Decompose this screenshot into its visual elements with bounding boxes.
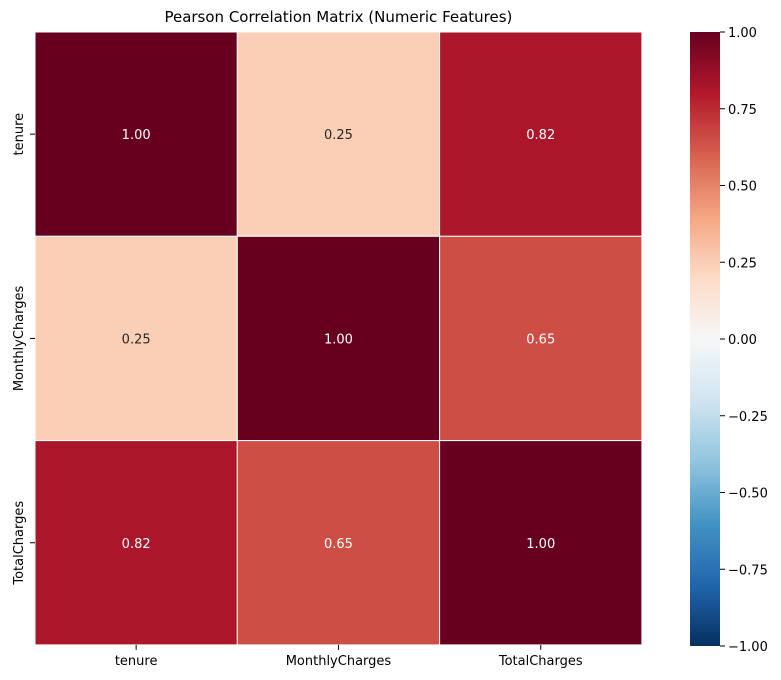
cell-value-label: 1.00 [324, 332, 353, 347]
colorbar-tick-label: −0.75 [728, 563, 768, 578]
cell-value-label: 0.65 [526, 332, 555, 347]
heatmap-cell [439, 31, 643, 237]
colorbar-tick-label: 0.00 [728, 333, 757, 348]
cell-value-label: 0.25 [324, 128, 353, 143]
heatmap-cell [236, 235, 441, 442]
colorbar: 1.00 0.75 0.50 0.25 0.00 −0.25 −0.50 −0.75 −1.00 [690, 26, 768, 655]
cell-value-label: 0.25 [122, 332, 151, 347]
cell-value-label: 1.00 [122, 128, 151, 143]
colorbar-tick-label: 1.00 [728, 26, 757, 41]
heatmap-cell [236, 31, 441, 237]
heatmap-cell [34, 440, 238, 646]
x-tick-label: MonthlyCharges [286, 654, 392, 669]
heatmap-cell [236, 440, 441, 646]
colorbar-tick-label: −0.25 [728, 410, 768, 425]
heatmap-cells: 1.00 0.25 0.82 0.25 1.00 0.65 0.82 0.65 1.00 [34, 31, 643, 646]
colorbar-tick-label: 0.75 [728, 103, 757, 118]
y-tick-label: TotalCharges [12, 501, 27, 586]
x-axis: tenure MonthlyCharges TotalCharges [115, 644, 583, 669]
x-tick-label: tenure [115, 654, 158, 669]
cell-value-label: 0.82 [122, 537, 151, 552]
heatmap-cell [34, 31, 238, 237]
colorbar-tick-label: 0.50 [728, 180, 757, 195]
chart-title: Pearson Correlation Matrix (Numeric Feat… [164, 8, 512, 26]
colorbar-gradient [690, 32, 720, 646]
colorbar-tick-label: −0.50 [728, 487, 768, 502]
y-tick-label: tenure [12, 113, 27, 156]
y-axis: tenure MonthlyCharges TotalCharges [12, 113, 35, 586]
heatmap-cell [439, 235, 643, 442]
cell-value-label: 0.65 [324, 537, 353, 552]
heatmap-cell [34, 235, 238, 442]
cell-value-label: 0.82 [526, 128, 555, 143]
cell-value-label: 1.00 [526, 537, 555, 552]
x-tick-label: TotalCharges [498, 654, 583, 669]
colorbar-tick-label: −1.00 [728, 640, 768, 655]
y-tick-label: MonthlyCharges [12, 285, 27, 391]
colorbar-tick-label: 0.25 [728, 256, 757, 271]
